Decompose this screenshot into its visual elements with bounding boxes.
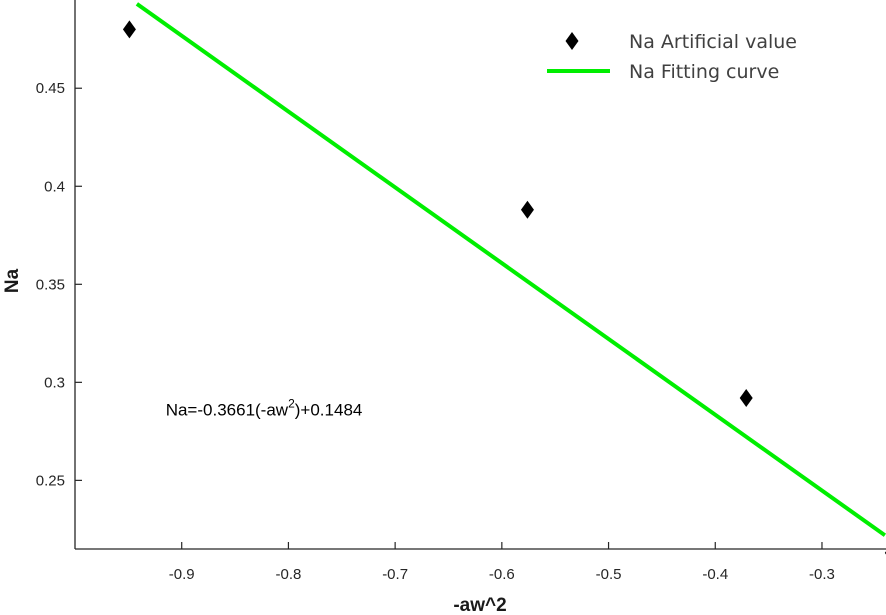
x-axis-label: -aw^2 xyxy=(453,595,506,615)
x-tick-label: -0.7 xyxy=(382,566,408,583)
fit-equation-annotation: Na=-0.3661(-aw2)+0.1484 xyxy=(166,397,363,420)
legend-entry-fitting-curve: Na Fitting curve xyxy=(629,61,779,83)
data-point-diamond xyxy=(739,389,753,408)
data-point-diamond xyxy=(122,20,136,39)
series-layer xyxy=(122,2,886,555)
x-tick-label: -0.3 xyxy=(809,566,835,583)
x-tick-label: -0.8 xyxy=(275,566,301,583)
legend-entry-artificial-value: Na Artificial value xyxy=(629,31,797,53)
y-tick-label: 0.35 xyxy=(36,276,65,293)
x-tick-label: -0.4 xyxy=(702,566,728,583)
x-tick-label: -0.9 xyxy=(169,566,195,583)
data-point-diamond xyxy=(520,200,534,219)
equation-suffix: )+0.1484 xyxy=(295,401,363,420)
y-ticks: 0.25 0.3 0.35 0.4 0.45 xyxy=(36,80,82,489)
legend: Na Artificial value Na Fitting curve xyxy=(547,31,797,83)
axes xyxy=(74,0,886,550)
x-ticks: -0.9 -0.8 -0.7 -0.6 -0.5 -0.4 -0.3 xyxy=(169,542,835,583)
y-tick-label: 0.3 xyxy=(44,374,65,391)
fitting-curve-line xyxy=(135,2,886,537)
equation-prefix: Na=-0.3661(-aw xyxy=(166,401,289,420)
equation-superscript: 2 xyxy=(288,397,295,411)
x-tick-label: -0.6 xyxy=(489,566,515,583)
y-tick-label: 0.4 xyxy=(44,178,65,195)
y-axis-label: Na xyxy=(2,268,23,293)
x-tick-label: -0.5 xyxy=(596,566,622,583)
y-tick-label: 0.25 xyxy=(36,472,65,489)
y-tick-label: 0.45 xyxy=(36,80,65,97)
legend-diamond-marker xyxy=(565,32,579,50)
